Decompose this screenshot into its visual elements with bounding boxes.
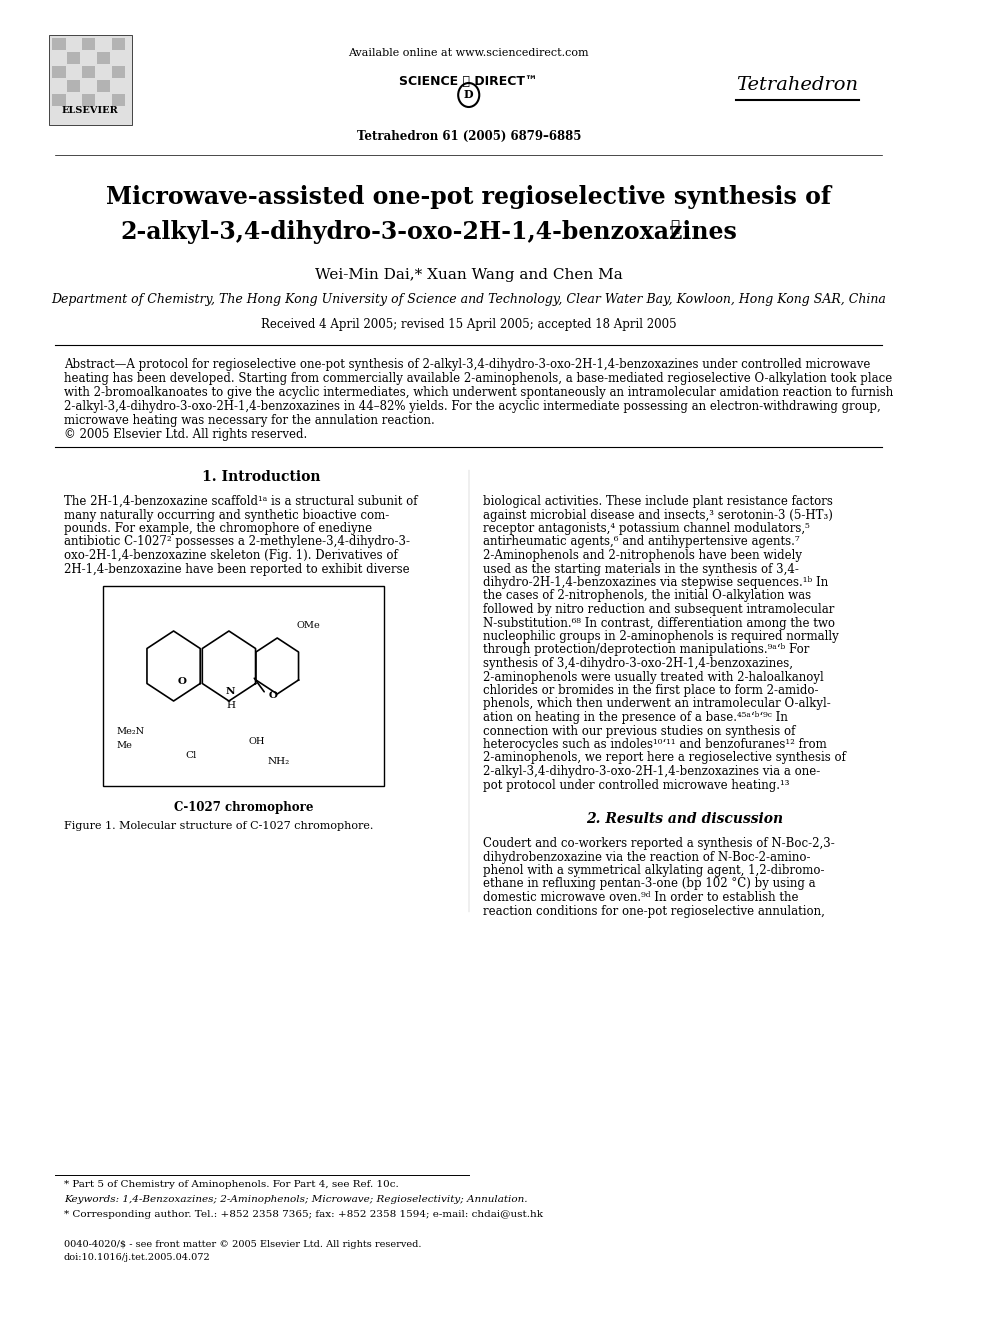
Text: pounds. For example, the chromophore of enediyne: pounds. For example, the chromophore of … xyxy=(63,523,372,534)
Text: Cl: Cl xyxy=(186,751,196,761)
Text: heterocycles such as indoles¹⁰‘¹¹ and benzofuranes¹² from: heterocycles such as indoles¹⁰‘¹¹ and be… xyxy=(483,738,826,751)
Text: O: O xyxy=(178,676,186,685)
Text: 2-alkyl-3,4-dihydro-3-oxo-2H-1,4-benzoxazines in 44–82% yields. For the acyclic : 2-alkyl-3,4-dihydro-3-oxo-2H-1,4-benzoxa… xyxy=(63,400,881,413)
Text: 1. Introduction: 1. Introduction xyxy=(202,470,320,484)
Text: Tetrahedron 61 (2005) 6879–6885: Tetrahedron 61 (2005) 6879–6885 xyxy=(356,130,581,143)
Text: D: D xyxy=(464,90,473,101)
Text: Me₂N: Me₂N xyxy=(116,726,145,736)
Text: * Part 5 of Chemistry of Aminophenols. For Part 4, see Ref. 10c.: * Part 5 of Chemistry of Aminophenols. F… xyxy=(63,1180,399,1189)
Text: doi:10.1016/j.tet.2005.04.072: doi:10.1016/j.tet.2005.04.072 xyxy=(63,1253,210,1262)
Text: Tetrahedron: Tetrahedron xyxy=(736,75,858,94)
Text: synthesis of 3,4-dihydro-3-oxo-2H-1,4-benzoxazines,: synthesis of 3,4-dihydro-3-oxo-2H-1,4-be… xyxy=(483,658,793,669)
Text: heating has been developed. Starting from commercially available 2-aminophenols,: heating has been developed. Starting fro… xyxy=(63,372,892,385)
Text: oxo-2H-1,4-benzoxazine skeleton (Fig. 1). Derivatives of: oxo-2H-1,4-benzoxazine skeleton (Fig. 1)… xyxy=(63,549,398,562)
FancyBboxPatch shape xyxy=(82,94,95,106)
FancyBboxPatch shape xyxy=(112,38,125,50)
Text: OH: OH xyxy=(249,737,265,745)
FancyBboxPatch shape xyxy=(103,586,385,786)
Text: the cases of 2-nitrophenols, the initial O-alkylation was: the cases of 2-nitrophenols, the initial… xyxy=(483,590,810,602)
Text: 2-alkyl-3,4-dihydro-3-oxo-2H-1,4-benzoxazines via a one-: 2-alkyl-3,4-dihydro-3-oxo-2H-1,4-benzoxa… xyxy=(483,765,820,778)
Text: nucleophilic groups in 2-aminophenols is required normally: nucleophilic groups in 2-aminophenols is… xyxy=(483,630,838,643)
Text: 2-aminophenols, we report here a regioselective synthesis of: 2-aminophenols, we report here a regiose… xyxy=(483,751,845,765)
Text: 2-Aminophenols and 2-nitrophenols have been widely: 2-Aminophenols and 2-nitrophenols have b… xyxy=(483,549,802,562)
FancyBboxPatch shape xyxy=(112,94,125,106)
Text: 2. Results and discussion: 2. Results and discussion xyxy=(586,812,784,826)
Text: phenol with a symmetrical alkylating agent, 1,2-dibromo-: phenol with a symmetrical alkylating age… xyxy=(483,864,824,877)
FancyBboxPatch shape xyxy=(53,66,65,78)
Text: ELSEVIER: ELSEVIER xyxy=(62,106,118,115)
Text: followed by nitro reduction and subsequent intramolecular: followed by nitro reduction and subseque… xyxy=(483,603,834,617)
Text: * Corresponding author. Tel.: +852 2358 7365; fax: +852 2358 1594; e-mail: chdai: * Corresponding author. Tel.: +852 2358 … xyxy=(63,1211,543,1218)
Text: NH₂: NH₂ xyxy=(268,757,290,766)
Text: H: H xyxy=(226,701,235,710)
Text: Available online at www.sciencedirect.com: Available online at www.sciencedirect.co… xyxy=(348,48,589,58)
Text: Wei-Min Dai,* Xuan Wang and Chen Ma: Wei-Min Dai,* Xuan Wang and Chen Ma xyxy=(314,269,623,282)
Text: many naturally occurring and synthetic bioactive com-: many naturally occurring and synthetic b… xyxy=(63,508,389,521)
FancyBboxPatch shape xyxy=(67,52,80,64)
Text: microwave heating was necessary for the annulation reaction.: microwave heating was necessary for the … xyxy=(63,414,434,427)
Text: pot protocol under controlled microwave heating.¹³: pot protocol under controlled microwave … xyxy=(483,778,790,791)
FancyBboxPatch shape xyxy=(49,34,132,124)
Text: Coudert and co-workers reported a synthesis of N-Boc-2,3-: Coudert and co-workers reported a synthe… xyxy=(483,837,834,849)
FancyBboxPatch shape xyxy=(82,66,95,78)
Text: dihydrobenzoxazine via the reaction of N-Boc-2-amino-: dihydrobenzoxazine via the reaction of N… xyxy=(483,851,810,864)
Text: N: N xyxy=(226,687,235,696)
Text: OMe: OMe xyxy=(297,622,320,631)
Text: with 2-bromoalkanoates to give the acyclic intermediates, which underwent sponta: with 2-bromoalkanoates to give the acycl… xyxy=(63,386,893,400)
Text: antibiotic C-1027² possesses a 2-methylene-3,4-dihydro-3-: antibiotic C-1027² possesses a 2-methyle… xyxy=(63,536,410,549)
Text: © 2005 Elsevier Ltd. All rights reserved.: © 2005 Elsevier Ltd. All rights reserved… xyxy=(63,429,308,441)
Text: chlorides or bromides in the first place to form 2-amido-: chlorides or bromides in the first place… xyxy=(483,684,818,697)
Text: ation on heating in the presence of a base.⁴⁵ᵃ‘ᵇ‘⁹ᶜ In: ation on heating in the presence of a ba… xyxy=(483,710,788,724)
Text: ★: ★ xyxy=(670,220,679,234)
FancyBboxPatch shape xyxy=(53,38,65,50)
Text: C-1027 chromophore: C-1027 chromophore xyxy=(175,800,313,814)
FancyBboxPatch shape xyxy=(67,79,80,93)
Text: receptor antagonists,⁴ potassium channel modulators,⁵: receptor antagonists,⁴ potassium channel… xyxy=(483,523,809,534)
FancyBboxPatch shape xyxy=(82,38,95,50)
Text: antirheumatic agents,⁶ and antihypertensive agents.⁷: antirheumatic agents,⁶ and antihypertens… xyxy=(483,536,800,549)
FancyBboxPatch shape xyxy=(97,52,110,64)
Text: Microwave-assisted one-pot regioselective synthesis of: Microwave-assisted one-pot regioselectiv… xyxy=(106,185,831,209)
Text: reaction conditions for one-pot regioselective annulation,: reaction conditions for one-pot regiosel… xyxy=(483,905,824,917)
Text: used as the starting materials in the synthesis of 3,4-: used as the starting materials in the sy… xyxy=(483,562,799,576)
Text: connection with our previous studies on synthesis of: connection with our previous studies on … xyxy=(483,725,796,737)
Text: O: O xyxy=(269,692,278,700)
Text: biological activities. These include plant resistance factors: biological activities. These include pla… xyxy=(483,495,832,508)
FancyBboxPatch shape xyxy=(97,79,110,93)
Text: phenols, which then underwent an intramolecular O-alkyl-: phenols, which then underwent an intramo… xyxy=(483,697,830,710)
Text: dihydro-2H-1,4-benzoxazines via stepwise sequences.¹ᵇ In: dihydro-2H-1,4-benzoxazines via stepwise… xyxy=(483,576,828,589)
Text: Me: Me xyxy=(116,741,132,750)
Text: SCIENCE ⓓ DIRECT™: SCIENCE ⓓ DIRECT™ xyxy=(400,75,538,89)
Text: domestic microwave oven.⁹ᵈ In order to establish the: domestic microwave oven.⁹ᵈ In order to e… xyxy=(483,890,799,904)
FancyBboxPatch shape xyxy=(112,66,125,78)
Text: Received 4 April 2005; revised 15 April 2005; accepted 18 April 2005: Received 4 April 2005; revised 15 April … xyxy=(261,318,677,331)
Text: through protection/deprotection manipulations.⁹ᵃ‘ᵇ For: through protection/deprotection manipula… xyxy=(483,643,809,656)
Text: Abstract—A protocol for regioselective one-pot synthesis of 2-alkyl-3,4-dihydro-: Abstract—A protocol for regioselective o… xyxy=(63,359,870,370)
Text: 2-alkyl-3,4-dihydro-3-oxo-2H-1,4-benzoxazines: 2-alkyl-3,4-dihydro-3-oxo-2H-1,4-benzoxa… xyxy=(120,220,737,243)
Text: 0040-4020/$ - see front matter © 2005 Elsevier Ltd. All rights reserved.: 0040-4020/$ - see front matter © 2005 El… xyxy=(63,1240,422,1249)
Text: Department of Chemistry, The Hong Kong University of Science and Technology, Cle: Department of Chemistry, The Hong Kong U… xyxy=(52,292,886,306)
Text: The 2H-1,4-benzoxazine scaffold¹ᵃ is a structural subunit of: The 2H-1,4-benzoxazine scaffold¹ᵃ is a s… xyxy=(63,495,418,508)
Text: N-substitution.⁶⁸ In contrast, differentiation among the two: N-substitution.⁶⁸ In contrast, different… xyxy=(483,617,835,630)
Text: against microbial disease and insects,³ serotonin-3 (5-HT₃): against microbial disease and insects,³ … xyxy=(483,508,832,521)
Text: ethane in refluxing pentan-3-one (bp 102 °C) by using a: ethane in refluxing pentan-3-one (bp 102… xyxy=(483,877,815,890)
Text: 2-aminophenols were usually treated with 2-haloalkanoyl: 2-aminophenols were usually treated with… xyxy=(483,671,823,684)
Text: Figure 1. Molecular structure of C-1027 chromophore.: Figure 1. Molecular structure of C-1027 … xyxy=(63,822,373,831)
FancyBboxPatch shape xyxy=(53,94,65,106)
Text: Keywords: 1,4-Benzoxazines; 2-Aminophenols; Microwave; Regioselectivity; Annulat: Keywords: 1,4-Benzoxazines; 2-Aminopheno… xyxy=(63,1195,528,1204)
Text: 2H-1,4-benzoxazine have been reported to exhibit diverse: 2H-1,4-benzoxazine have been reported to… xyxy=(63,562,410,576)
